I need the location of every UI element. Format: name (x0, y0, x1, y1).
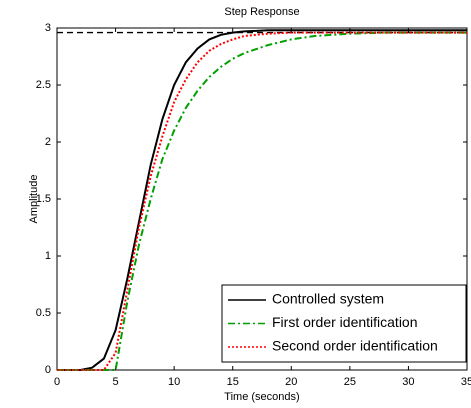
y-axis-label: Amplitude (28, 175, 40, 224)
y-tick-label: 2.5 (36, 79, 51, 91)
legend-label: Controlled system (272, 291, 384, 307)
x-tick-label: 20 (285, 376, 297, 388)
series-line (57, 29, 467, 371)
x-tick-label: 15 (227, 376, 239, 388)
legend-label: First order identification (272, 314, 418, 330)
series-line (57, 31, 467, 371)
x-tick-label: 0 (54, 376, 60, 388)
x-tick-label: 30 (402, 376, 414, 388)
series-line (57, 31, 467, 371)
x-tick-label: 35 (461, 376, 471, 388)
x-tick-label: 25 (344, 376, 356, 388)
chart-title: Step Response (224, 6, 299, 18)
y-tick-label: 2 (45, 136, 51, 148)
legend-label: Second order identification (272, 338, 438, 354)
y-tick-label: 1 (45, 250, 51, 262)
x-axis-label: Time (seconds) (224, 391, 299, 403)
y-tick-label: 3 (45, 22, 51, 34)
y-tick-label: 0.5 (36, 307, 51, 319)
y-tick-label: 0 (45, 364, 51, 376)
x-tick-label: 5 (113, 376, 119, 388)
x-tick-label: 10 (168, 376, 180, 388)
y-tick-label: 1.5 (36, 193, 51, 205)
